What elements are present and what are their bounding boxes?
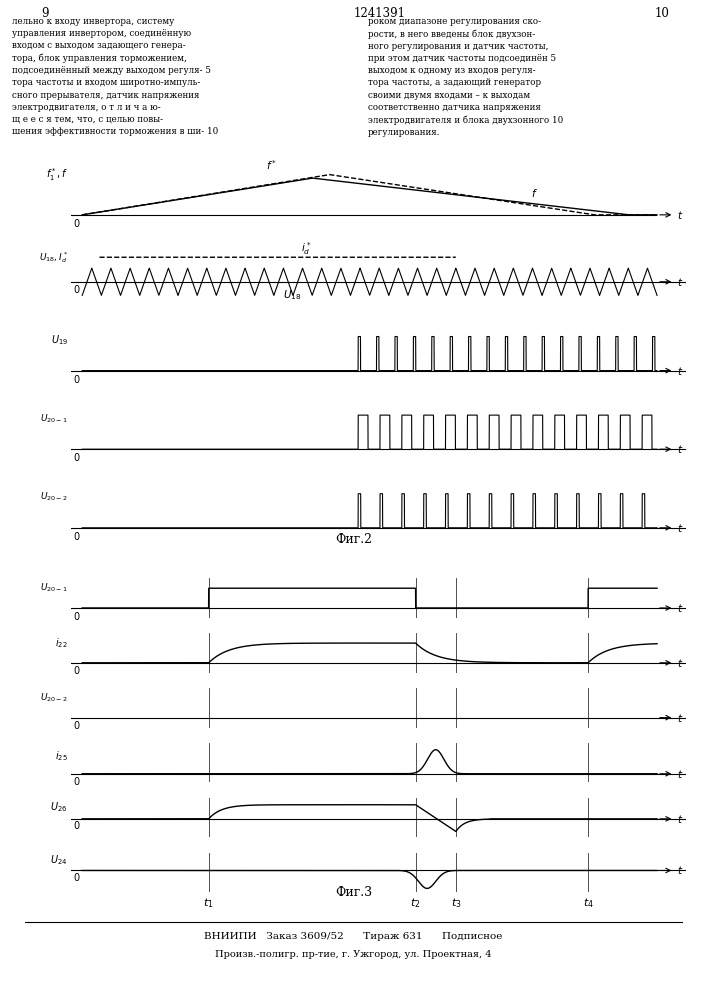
Text: $U_{24}$: $U_{24}$	[50, 853, 68, 867]
Text: $U_{20-1}$: $U_{20-1}$	[40, 412, 68, 425]
Text: $t_4$: $t_4$	[583, 896, 593, 910]
Text: 0: 0	[74, 873, 79, 883]
Text: лельно к входу инвертора, систему
управления инвертором, соединённую
входом с вы: лельно к входу инвертора, систему управл…	[12, 17, 218, 136]
Text: $t$: $t$	[677, 365, 684, 377]
Text: $t_1$: $t_1$	[204, 896, 214, 910]
Text: $U_{20-2}$: $U_{20-2}$	[40, 491, 68, 503]
Text: $t$: $t$	[677, 813, 684, 825]
Text: 0: 0	[74, 777, 79, 787]
Text: 0: 0	[74, 219, 79, 229]
Text: $t$: $t$	[677, 712, 684, 724]
Text: 0: 0	[74, 721, 79, 731]
Text: $U_{19}$: $U_{19}$	[51, 333, 68, 347]
Text: 9: 9	[41, 7, 49, 20]
Text: $f^*$: $f^*$	[266, 158, 277, 172]
Text: $i_{25}$: $i_{25}$	[55, 750, 68, 763]
Text: $f_1^*,f$: $f_1^*,f$	[45, 166, 68, 183]
Text: 0: 0	[74, 453, 79, 463]
Text: $t_3$: $t_3$	[450, 896, 461, 910]
Text: $U_{18}$: $U_{18}$	[284, 288, 302, 302]
Text: 0: 0	[74, 612, 79, 622]
Text: $U_{26}$: $U_{26}$	[50, 800, 68, 814]
Text: $t_2$: $t_2$	[410, 896, 421, 910]
Text: 1241391: 1241391	[354, 7, 406, 20]
Text: $t$: $t$	[677, 602, 684, 614]
Text: 0: 0	[74, 375, 79, 385]
Text: $f$: $f$	[530, 187, 537, 199]
Text: Фиг.3: Фиг.3	[335, 886, 372, 899]
Text: Фиг.2: Фиг.2	[335, 533, 372, 546]
Text: ВНИИПИ   Заказ 3609/52      Тираж 631      Подписное: ВНИИПИ Заказ 3609/52 Тираж 631 Подписное	[204, 932, 502, 941]
Text: $t$: $t$	[677, 276, 684, 288]
Text: 0: 0	[74, 821, 79, 831]
Text: $i_d^*$: $i_d^*$	[300, 240, 311, 257]
Text: 10: 10	[655, 7, 670, 20]
Text: роком диапазоне регулирования ско-
рости, в него введены блок двухзон-
ного регу: роком диапазоне регулирования ско- рости…	[368, 17, 563, 137]
Text: $i_{22}$: $i_{22}$	[55, 636, 68, 650]
Text: $t$: $t$	[677, 443, 684, 455]
Text: $U_{20-1}$: $U_{20-1}$	[40, 582, 68, 594]
Text: $t$: $t$	[677, 209, 684, 221]
Text: $t$: $t$	[677, 522, 684, 534]
Text: 0: 0	[74, 285, 79, 295]
Text: $t$: $t$	[677, 864, 684, 876]
Text: Произв.-полигр. пр-тие, г. Ужгород, ул. Проектная, 4: Произв.-полигр. пр-тие, г. Ужгород, ул. …	[215, 950, 491, 959]
Text: 0: 0	[74, 532, 79, 542]
Text: $t$: $t$	[677, 768, 684, 780]
Text: $U_{20-2}$: $U_{20-2}$	[40, 692, 68, 704]
Text: $U_{18},I_d^*$: $U_{18},I_d^*$	[39, 250, 68, 265]
Text: 0: 0	[74, 666, 79, 676]
Text: $t$: $t$	[677, 657, 684, 669]
